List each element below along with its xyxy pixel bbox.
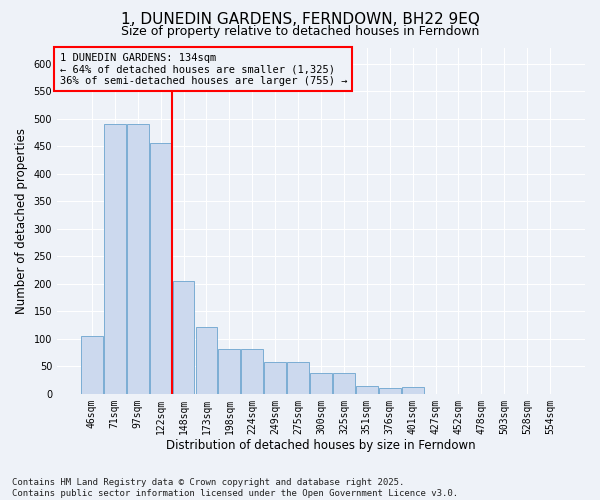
Text: Size of property relative to detached houses in Ferndown: Size of property relative to detached ho… bbox=[121, 25, 479, 38]
Y-axis label: Number of detached properties: Number of detached properties bbox=[15, 128, 28, 314]
Bar bbox=[356, 386, 378, 394]
X-axis label: Distribution of detached houses by size in Ferndown: Distribution of detached houses by size … bbox=[166, 440, 476, 452]
Bar bbox=[218, 349, 240, 394]
Text: 1, DUNEDIN GARDENS, FERNDOWN, BH22 9EQ: 1, DUNEDIN GARDENS, FERNDOWN, BH22 9EQ bbox=[121, 12, 479, 28]
Bar bbox=[310, 373, 332, 394]
Bar bbox=[287, 362, 309, 394]
Bar bbox=[150, 142, 172, 394]
Bar bbox=[127, 124, 149, 394]
Bar bbox=[333, 373, 355, 394]
Bar bbox=[173, 281, 194, 394]
Bar bbox=[196, 327, 217, 394]
Bar bbox=[265, 362, 286, 394]
Bar bbox=[402, 387, 424, 394]
Text: Contains HM Land Registry data © Crown copyright and database right 2025.
Contai: Contains HM Land Registry data © Crown c… bbox=[12, 478, 458, 498]
Text: 1 DUNEDIN GARDENS: 134sqm
← 64% of detached houses are smaller (1,325)
36% of se: 1 DUNEDIN GARDENS: 134sqm ← 64% of detac… bbox=[59, 52, 347, 86]
Bar bbox=[379, 388, 401, 394]
Bar bbox=[81, 336, 103, 394]
Bar bbox=[241, 349, 263, 394]
Bar bbox=[104, 124, 126, 394]
